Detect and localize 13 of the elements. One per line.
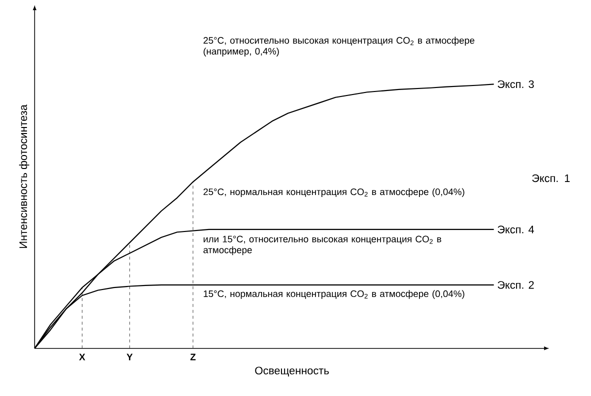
x-tick-label: Z xyxy=(190,354,196,360)
x-tick-label: X xyxy=(79,354,86,360)
x-axis-title: Освещенность xyxy=(255,366,329,377)
x-tick-label: Y xyxy=(126,354,133,360)
y-axis-title: Интенсивность фотосинтеза xyxy=(19,104,30,248)
annotation: 15°C, нормальная концентрация CO$_{2}$ в атмосфере (0,04%) xyxy=(204,290,464,299)
series-label: Эксп. 4 xyxy=(498,226,534,234)
text: или 15°C, относительно высокая концентрация CO$_{2}$ в атмосфере xyxy=(203,236,442,256)
annotation: Эксп. 1 xyxy=(532,174,570,182)
series-label: Эксп. 2 xyxy=(498,281,534,289)
text: 25°C, относительно высокая концентрация CO$_{2}$ в атмосфере (например, 0,4%) xyxy=(204,36,474,57)
annotation: 25°C, нормальная концентрация CO$_{2}$ в атмосфере (0,04%) xyxy=(204,188,464,198)
series-label: Эксп. 3 xyxy=(498,80,534,88)
